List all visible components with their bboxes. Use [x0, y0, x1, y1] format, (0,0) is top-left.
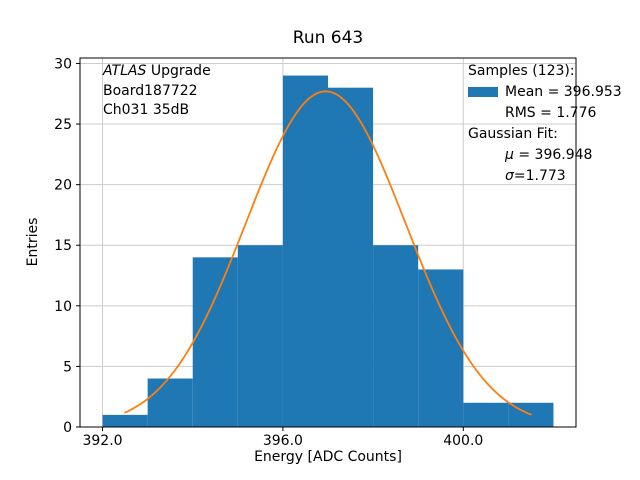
- legend-samples-header: Samples (123):: [468, 62, 575, 79]
- x-tick-label: 392.0: [82, 433, 122, 449]
- plot-annotation: ATLAS Upgrade Board187722 Ch031 35dB: [103, 62, 211, 121]
- y-tick-label: 15: [54, 238, 72, 254]
- x-tick-label: 400.0: [443, 433, 483, 449]
- histogram-color-swatch: [468, 86, 498, 97]
- annotation-line-1: ATLAS Upgrade: [103, 63, 211, 79]
- y-tick-label: 0: [63, 420, 72, 436]
- histogram-bar: [373, 245, 419, 427]
- annotation-line-3: Ch031 35dB: [103, 102, 190, 118]
- y-tick-label: 10: [54, 299, 72, 315]
- x-axis-label: Energy [ADC Counts]: [254, 449, 402, 465]
- histogram-bar: [282, 75, 328, 428]
- legend-mean-value: Mean = 396.953: [505, 83, 622, 100]
- histogram-bar: [237, 245, 283, 427]
- histogram-bar: [147, 378, 193, 427]
- y-tick-label: 25: [54, 117, 72, 133]
- axes-frame: [79, 57, 577, 428]
- annotation-line-2: Board187722: [103, 82, 198, 99]
- y-tick-label: 5: [63, 359, 72, 375]
- histogram-bar: [328, 87, 374, 428]
- y-axis-label: Entries: [25, 217, 41, 267]
- histogram-bar: [192, 257, 238, 427]
- legend-rms-value: RMS = 1.776: [505, 104, 597, 121]
- legend-mean-row: Mean = 396.953: [462, 81, 622, 102]
- histogram-bar: [463, 402, 509, 427]
- legend: Samples (123): Mean = 396.953 RMS = 1.77…: [462, 60, 622, 186]
- y-tick-label: 20: [54, 178, 72, 194]
- legend-mu-value: μ = 396.948: [505, 146, 593, 163]
- x-tick-label: 396.0: [263, 433, 303, 449]
- y-tick-label: 30: [54, 56, 72, 72]
- histogram-bar: [418, 269, 464, 427]
- histogram-bar: [102, 414, 148, 427]
- gaussian-fit-curve: [124, 90, 532, 416]
- atlas-label: ATLAS: [103, 63, 147, 79]
- chart-title: Run 643: [292, 28, 364, 48]
- legend-sigma-value: σ =1.773: [505, 167, 566, 184]
- legend-fit-header: Gaussian Fit:: [468, 125, 558, 142]
